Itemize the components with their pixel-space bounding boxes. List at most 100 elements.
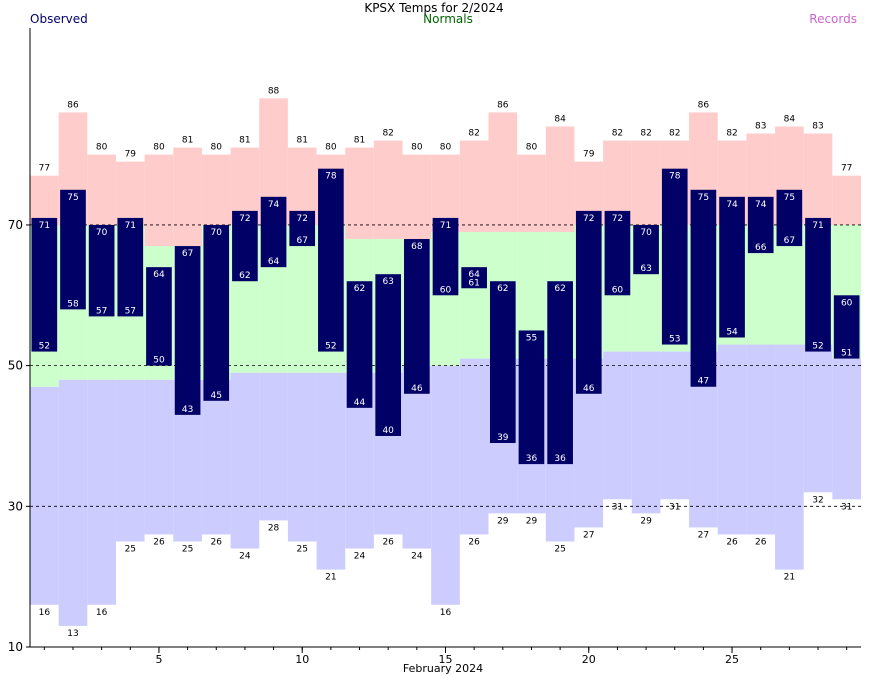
observed-high-label: 68 xyxy=(411,242,423,252)
record-high-band xyxy=(402,154,432,240)
observed-low-label: 57 xyxy=(96,306,107,316)
observed-bar xyxy=(31,217,58,352)
record-high-label: 81 xyxy=(354,136,365,146)
record-low-label: 27 xyxy=(698,530,709,540)
observed-high-label: 72 xyxy=(612,214,623,224)
observed-high-label: 63 xyxy=(382,277,393,287)
chart-title: KPSX Temps for 2/2024 xyxy=(364,1,503,15)
observed-bar xyxy=(575,210,602,394)
observed-bar xyxy=(260,196,287,268)
observed-high-label: 70 xyxy=(211,228,223,238)
value-labels: 71 52 77 16 75 58 86 13 70 57 80 16 71 57 79 25 64 50 80 26… xyxy=(39,86,853,639)
observed-low-label: 36 xyxy=(526,454,538,464)
record-low-label: 29 xyxy=(497,516,509,526)
record-low-band xyxy=(660,351,690,500)
observed-low-label: 67 xyxy=(784,236,795,246)
observed-low-label: 63 xyxy=(640,264,651,274)
observed-high-label: 70 xyxy=(96,228,108,238)
y-tick-label: 30 xyxy=(8,499,23,513)
record-high-label: 82 xyxy=(726,129,737,139)
record-high-label: 82 xyxy=(612,129,623,139)
observed-bar xyxy=(547,281,573,465)
record-low-label: 16 xyxy=(440,608,452,618)
record-low-label: 26 xyxy=(468,537,480,547)
record-high-band xyxy=(631,140,661,225)
observed-bar xyxy=(146,267,172,366)
observed-bars xyxy=(31,168,860,465)
record-high-label: 80 xyxy=(526,143,538,153)
record-low-band xyxy=(431,365,460,605)
record-high-label: 77 xyxy=(39,164,50,174)
observed-bar xyxy=(805,217,831,352)
record-low-label: 25 xyxy=(182,544,193,554)
observed-low-label: 50 xyxy=(153,356,165,366)
x-tick-label: 15 xyxy=(439,653,453,666)
observed-low-label: 52 xyxy=(39,342,50,352)
observed-high-label: 64 xyxy=(468,270,480,280)
observed-bar xyxy=(833,295,860,359)
record-low-band xyxy=(201,379,231,535)
record-high-band xyxy=(459,140,489,232)
y-tick-label: 70 xyxy=(8,218,23,232)
record-high-band xyxy=(373,140,403,240)
observed-low-label: 57 xyxy=(125,306,136,316)
observed-high-label: 72 xyxy=(239,214,250,224)
observed-low-label: 36 xyxy=(554,454,566,464)
observed-bar xyxy=(203,224,230,401)
observed-low-label: 51 xyxy=(841,349,852,359)
observed-bar xyxy=(604,210,631,296)
record-low-band xyxy=(144,379,174,535)
record-low-label: 24 xyxy=(411,552,423,562)
observed-bar xyxy=(375,274,402,436)
record-low-band xyxy=(775,344,804,570)
x-tick-label: 10 xyxy=(295,653,309,666)
record-low-band xyxy=(717,344,747,535)
record-low-label: 25 xyxy=(554,544,565,554)
observed-low-label: 44 xyxy=(354,398,366,408)
observed-bar xyxy=(318,168,344,352)
record-low-band xyxy=(459,358,489,535)
axes: 10 30 50 70 5 10 15 20 25 xyxy=(8,28,861,666)
observed-bar xyxy=(461,267,487,289)
record-low-label: 16 xyxy=(96,608,108,618)
record-high-band xyxy=(144,154,174,247)
record-high-band xyxy=(173,147,202,247)
x-tick-label: 20 xyxy=(582,653,596,666)
record-low-label: 16 xyxy=(39,608,51,618)
record-low-label: 26 xyxy=(755,537,767,547)
observed-high-label: 71 xyxy=(39,221,50,231)
y-tick-label: 50 xyxy=(8,359,23,373)
record-low-label: 21 xyxy=(325,573,336,583)
record-low-band xyxy=(230,372,260,549)
observed-bar xyxy=(432,217,459,296)
record-high-label: 79 xyxy=(583,150,595,160)
observed-low-label: 60 xyxy=(440,285,452,295)
x-tick-label: 25 xyxy=(725,653,739,666)
observed-high-label: 67 xyxy=(182,249,193,259)
observed-bar xyxy=(404,239,430,394)
observed-low-label: 61 xyxy=(468,278,479,288)
observed-bar xyxy=(518,330,545,465)
observed-bar xyxy=(690,189,717,387)
observed-high-label: 75 xyxy=(784,193,795,203)
normal-band xyxy=(287,224,317,373)
record-low-band xyxy=(746,344,776,535)
record-low-band xyxy=(287,372,317,542)
record-low-label: 26 xyxy=(382,537,394,547)
observed-high-label: 78 xyxy=(325,172,337,182)
record-low-band xyxy=(87,379,116,605)
record-high-label: 86 xyxy=(698,100,710,110)
legend-observed: Observed xyxy=(30,12,88,26)
observed-high-label: 55 xyxy=(526,333,537,343)
observed-low-label: 53 xyxy=(669,335,680,345)
record-low-label: 25 xyxy=(296,544,307,554)
observed-low-label: 52 xyxy=(325,342,336,352)
record-high-label: 83 xyxy=(812,122,823,132)
observed-bar xyxy=(489,281,516,444)
record-high-band xyxy=(832,175,861,225)
record-high-label: 88 xyxy=(268,86,280,96)
legend-normals: Normals xyxy=(423,12,473,26)
record-high-band xyxy=(545,126,575,232)
record-low-label: 26 xyxy=(153,537,165,547)
observed-low-label: 45 xyxy=(211,391,222,401)
